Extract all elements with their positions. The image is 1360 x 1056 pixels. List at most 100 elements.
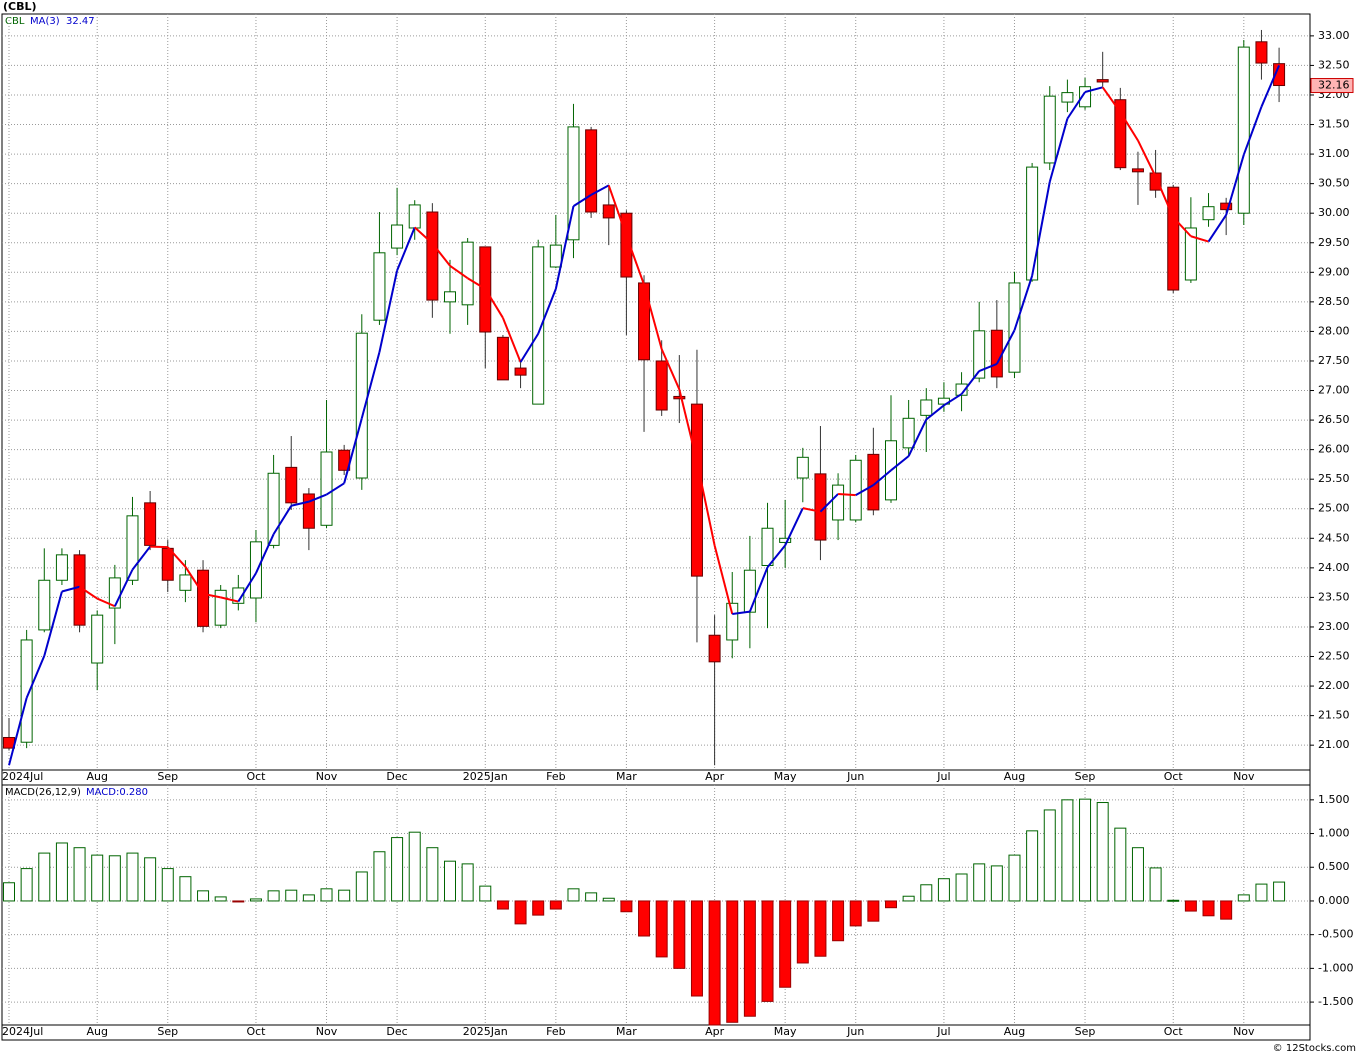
candle-body bbox=[1149, 172, 1162, 191]
ma-line bbox=[1031, 181, 1051, 277]
x-tick-label: Jul bbox=[936, 1025, 950, 1038]
candle-body bbox=[1061, 92, 1074, 103]
ma-line bbox=[766, 544, 786, 568]
ma-line bbox=[237, 572, 257, 603]
macd-bar bbox=[126, 852, 139, 902]
y-tick-label: -0.500 bbox=[1318, 928, 1353, 941]
y-tick-label: 21.00 bbox=[1318, 738, 1350, 751]
candle-body bbox=[461, 241, 474, 306]
macd-bar bbox=[955, 873, 968, 902]
macd-bar bbox=[1167, 899, 1180, 902]
candle-body bbox=[655, 360, 668, 411]
candle-body bbox=[585, 129, 598, 213]
ma-line bbox=[1207, 214, 1227, 243]
x-tick-label: Oct bbox=[246, 770, 266, 783]
macd-bar bbox=[832, 900, 845, 942]
candle-body bbox=[602, 204, 615, 219]
ma-line bbox=[732, 610, 751, 615]
candle-body bbox=[373, 252, 386, 321]
ma-line bbox=[1013, 275, 1034, 331]
ma-line bbox=[131, 545, 151, 571]
macd-bar bbox=[444, 860, 456, 902]
macd-bar bbox=[673, 900, 686, 969]
macd-bar bbox=[902, 895, 915, 902]
macd-bar bbox=[620, 900, 633, 913]
ma-line bbox=[325, 482, 345, 496]
macd-bar bbox=[1202, 900, 1215, 917]
ma-line bbox=[96, 597, 116, 608]
macd-bar bbox=[1096, 802, 1109, 902]
ma-line bbox=[378, 270, 399, 353]
candle-body bbox=[514, 367, 527, 376]
macd-bar bbox=[426, 847, 439, 902]
macd-bar bbox=[355, 871, 368, 902]
candle-body bbox=[91, 614, 104, 664]
macd-bar bbox=[20, 868, 33, 902]
legend-symbol: CBL bbox=[5, 16, 25, 27]
y-tick-label: 25.00 bbox=[1318, 502, 1350, 515]
macd-bar bbox=[267, 890, 280, 902]
candle-body bbox=[249, 541, 262, 599]
macd-bar bbox=[408, 831, 421, 902]
ma-line bbox=[308, 493, 327, 503]
y-tick-label: 27.00 bbox=[1318, 384, 1350, 397]
x-tick-label: Dec bbox=[386, 770, 407, 783]
ma-line bbox=[625, 235, 645, 286]
macd-bar bbox=[514, 900, 527, 925]
last-price-label: 32.16 bbox=[1318, 79, 1350, 92]
ma-line bbox=[184, 566, 204, 595]
ma-line bbox=[1172, 216, 1192, 237]
candle-body bbox=[726, 602, 739, 641]
x-tick-label: Oct bbox=[246, 1025, 266, 1038]
x-tick-label: Mar bbox=[616, 1025, 637, 1038]
x-tick-label: Aug bbox=[1004, 1025, 1025, 1038]
candle-body bbox=[55, 554, 68, 581]
y-tick-label: 29.00 bbox=[1318, 265, 1350, 278]
ma-line bbox=[484, 288, 504, 319]
candle-body bbox=[320, 451, 333, 526]
macd-bar bbox=[1079, 798, 1092, 902]
y-tick-label: 0.000 bbox=[1318, 894, 1350, 907]
x-tick-label: May bbox=[774, 1025, 797, 1038]
y-tick-label: 0.500 bbox=[1318, 860, 1350, 873]
ma-line bbox=[590, 184, 610, 196]
ma-line bbox=[150, 545, 168, 549]
last-price-box bbox=[1310, 78, 1354, 94]
y-tick-label: 26.50 bbox=[1318, 413, 1350, 426]
macd-bar bbox=[1184, 900, 1197, 912]
candle-body bbox=[20, 639, 33, 743]
macd-bar bbox=[585, 892, 598, 902]
x-tick-label: Feb bbox=[546, 1025, 565, 1038]
ma-line bbox=[202, 592, 221, 599]
y-tick-label: 32.50 bbox=[1318, 58, 1350, 71]
candle-body bbox=[144, 502, 157, 546]
ma-line bbox=[1242, 106, 1263, 156]
x-tick-label: Jun bbox=[846, 770, 864, 783]
ma-line bbox=[1154, 176, 1175, 218]
macd-bar bbox=[726, 900, 739, 1023]
macd-bar bbox=[1008, 854, 1021, 902]
candle-body bbox=[902, 417, 915, 449]
candle-body bbox=[743, 569, 756, 613]
candle-body bbox=[1167, 186, 1180, 291]
ma-line bbox=[660, 348, 681, 390]
y-tick-label: 28.00 bbox=[1318, 324, 1350, 337]
candle-body bbox=[355, 332, 368, 479]
macd-bar bbox=[1220, 900, 1233, 920]
x-tick-label: Oct bbox=[1164, 1025, 1184, 1038]
ma-line bbox=[501, 317, 522, 363]
ma-line bbox=[838, 492, 856, 497]
ma-line bbox=[1225, 154, 1245, 216]
ma-line bbox=[467, 277, 486, 290]
ma-line bbox=[1084, 86, 1103, 93]
ma-line bbox=[695, 461, 716, 546]
macd-bar bbox=[1255, 883, 1268, 902]
y-tick-label: 29.50 bbox=[1318, 236, 1350, 249]
candle-body bbox=[1079, 86, 1092, 108]
candle-body bbox=[232, 587, 245, 604]
candle-body bbox=[267, 472, 280, 546]
x-tick-label: 2024Jul bbox=[2, 1025, 43, 1038]
y-tick-label: -1.000 bbox=[1318, 961, 1353, 974]
macd-bar bbox=[779, 900, 792, 988]
